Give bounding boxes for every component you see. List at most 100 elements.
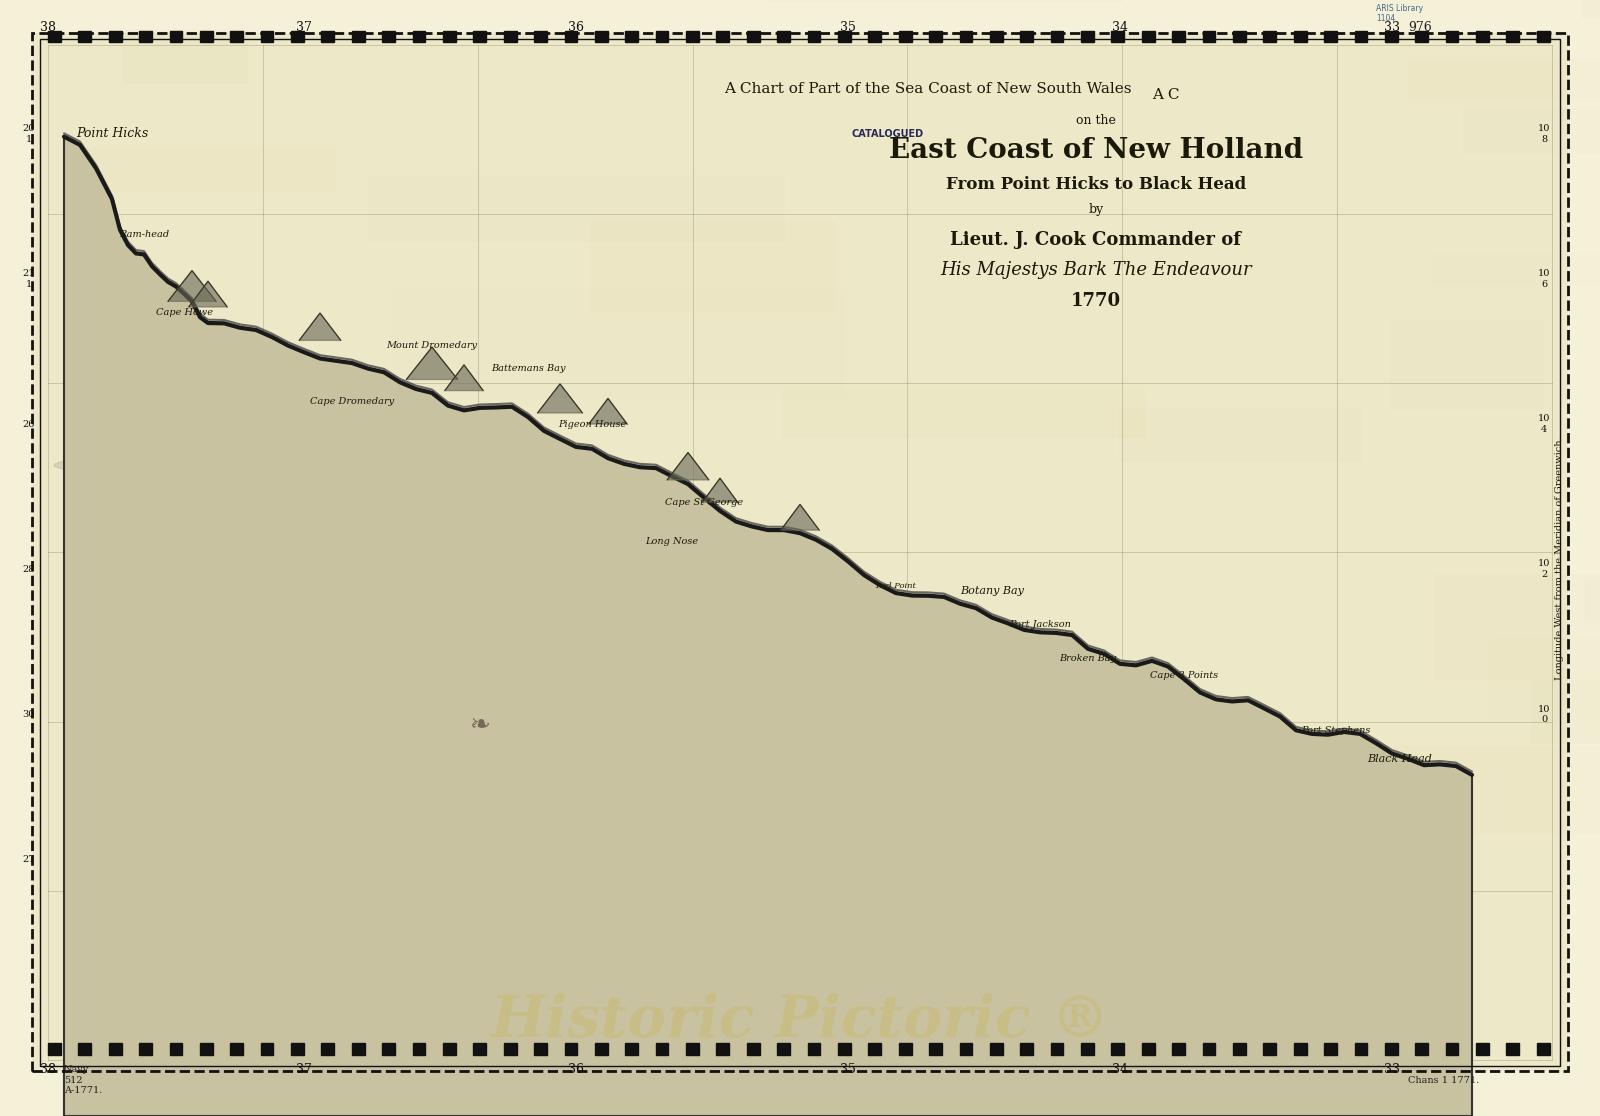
Text: on the: on the: [1077, 114, 1115, 127]
Polygon shape: [504, 1043, 517, 1055]
Polygon shape: [1538, 1043, 1550, 1055]
Text: Port Jackson: Port Jackson: [1010, 620, 1070, 629]
Text: His Majestys Bark The Endeavour: His Majestys Bark The Endeavour: [941, 261, 1251, 279]
Polygon shape: [443, 1043, 456, 1055]
Text: 10
6: 10 6: [1538, 269, 1550, 289]
Polygon shape: [1234, 1043, 1246, 1055]
Polygon shape: [189, 281, 227, 307]
Text: 37: 37: [296, 1062, 312, 1076]
Polygon shape: [960, 31, 973, 42]
Polygon shape: [1082, 1043, 1094, 1055]
Polygon shape: [230, 1043, 243, 1055]
Polygon shape: [230, 31, 243, 42]
Text: 10
0: 10 0: [1538, 704, 1550, 724]
Polygon shape: [534, 1043, 547, 1055]
Text: 20
1: 20 1: [22, 124, 35, 144]
Bar: [370, 818, 715, 926]
Text: Broken Bay: Broken Bay: [1059, 654, 1117, 663]
Polygon shape: [200, 31, 213, 42]
Ellipse shape: [565, 999, 616, 1013]
Text: Pigeon House: Pigeon House: [558, 420, 626, 429]
Polygon shape: [1416, 31, 1429, 42]
Bar: [1178, 193, 1493, 299]
Polygon shape: [686, 1043, 699, 1055]
Text: A C: A C: [1152, 88, 1179, 102]
Bar: [1053, 591, 1498, 701]
Bar: [454, 456, 550, 548]
Bar: [714, 614, 816, 705]
Polygon shape: [352, 1043, 365, 1055]
Bar: [344, 171, 520, 268]
Polygon shape: [778, 1043, 790, 1055]
Polygon shape: [48, 1043, 61, 1055]
Ellipse shape: [262, 651, 310, 664]
Text: Port Stephens: Port Stephens: [1301, 727, 1371, 735]
Polygon shape: [139, 1043, 152, 1055]
Text: 21
1: 21 1: [22, 269, 35, 289]
Polygon shape: [595, 31, 608, 42]
Polygon shape: [1173, 1043, 1186, 1055]
Polygon shape: [1325, 31, 1338, 42]
Text: Black Head: Black Head: [1368, 754, 1432, 763]
Text: 10
8: 10 8: [1538, 124, 1550, 144]
Text: by: by: [1088, 203, 1104, 217]
Polygon shape: [1477, 31, 1490, 42]
Polygon shape: [200, 1043, 213, 1055]
Polygon shape: [1112, 1043, 1125, 1055]
Polygon shape: [1264, 31, 1277, 42]
Bar: [32, 905, 395, 929]
Ellipse shape: [1099, 725, 1155, 738]
Ellipse shape: [1307, 792, 1371, 815]
Polygon shape: [990, 1043, 1003, 1055]
Polygon shape: [717, 31, 730, 42]
Bar: [586, 0, 838, 46]
Polygon shape: [667, 453, 709, 480]
Text: Botany Bay: Botany Bay: [960, 587, 1024, 596]
Polygon shape: [1142, 31, 1155, 42]
Polygon shape: [291, 1043, 304, 1055]
Polygon shape: [261, 31, 274, 42]
Polygon shape: [1264, 1043, 1277, 1055]
Polygon shape: [747, 31, 760, 42]
Ellipse shape: [1066, 760, 1112, 777]
Ellipse shape: [957, 929, 1008, 943]
Polygon shape: [109, 1043, 122, 1055]
Polygon shape: [1142, 1043, 1155, 1055]
Polygon shape: [869, 31, 882, 42]
Polygon shape: [48, 31, 61, 42]
Polygon shape: [702, 478, 738, 502]
Polygon shape: [1203, 31, 1216, 42]
Polygon shape: [168, 271, 216, 301]
Polygon shape: [1082, 31, 1094, 42]
Polygon shape: [1051, 31, 1064, 42]
Text: 33: 33: [1384, 1062, 1400, 1076]
Polygon shape: [747, 1043, 760, 1055]
Ellipse shape: [54, 460, 122, 471]
Polygon shape: [109, 31, 122, 42]
Ellipse shape: [194, 912, 246, 930]
Polygon shape: [291, 31, 304, 42]
Ellipse shape: [682, 981, 738, 1000]
Polygon shape: [808, 1043, 821, 1055]
Text: 35: 35: [840, 1062, 856, 1076]
Text: Long Nose: Long Nose: [645, 537, 699, 546]
Bar: [1189, 269, 1456, 326]
Polygon shape: [1416, 1043, 1429, 1055]
Polygon shape: [1051, 1043, 1064, 1055]
Text: 34: 34: [1112, 1062, 1128, 1076]
Polygon shape: [504, 31, 517, 42]
Polygon shape: [990, 31, 1003, 42]
Ellipse shape: [661, 732, 720, 753]
Polygon shape: [413, 1043, 426, 1055]
Polygon shape: [64, 136, 1472, 1116]
Text: 36: 36: [568, 1062, 584, 1076]
Bar: [1365, 136, 1488, 238]
Polygon shape: [1446, 1043, 1459, 1055]
Text: ARIS Library
1104: ARIS Library 1104: [1376, 3, 1422, 23]
Polygon shape: [1477, 1043, 1490, 1055]
Bar: [598, 970, 893, 1008]
Text: From Point Hicks to Black Head: From Point Hicks to Black Head: [946, 175, 1246, 193]
Text: Mount Dromedary: Mount Dromedary: [387, 341, 477, 350]
Polygon shape: [299, 314, 341, 340]
Bar: [1064, 164, 1272, 249]
